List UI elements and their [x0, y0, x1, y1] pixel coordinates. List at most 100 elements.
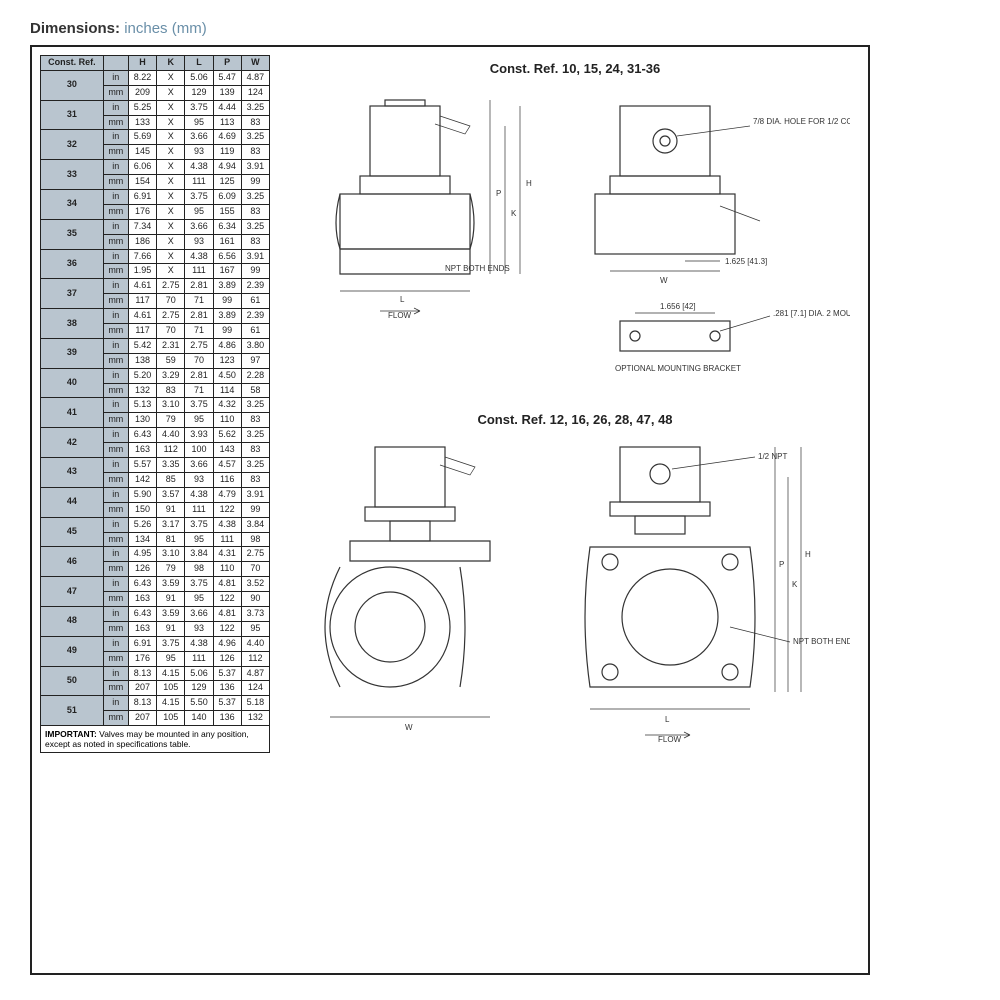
diagram-group-1: Const. Ref. 10, 15, 24, 31-36	[290, 61, 860, 406]
cell: 4.38	[185, 636, 213, 651]
table-ref: 41	[41, 398, 104, 428]
unit-in: in	[103, 338, 128, 353]
table-ref: 34	[41, 190, 104, 220]
cell: 5.25	[128, 100, 156, 115]
th-h: H	[128, 56, 156, 71]
unit-mm: mm	[103, 562, 128, 577]
unit-in: in	[103, 636, 128, 651]
cell: 3.75	[185, 577, 213, 592]
cell: 126	[128, 562, 156, 577]
unit-in: in	[103, 696, 128, 711]
cell: 4.40	[241, 636, 269, 651]
title-light: inches (mm)	[124, 20, 207, 37]
cell: 4.94	[213, 160, 241, 175]
cell: 83	[241, 115, 269, 130]
th-w: W	[241, 56, 269, 71]
cell: 130	[128, 413, 156, 428]
cell: 122	[213, 592, 241, 607]
cell: 91	[157, 502, 185, 517]
cell: 129	[185, 85, 213, 100]
diagram2-svg: W 1/2 NPT	[290, 437, 850, 797]
svg-text:1.625 [41.3]: 1.625 [41.3]	[725, 257, 767, 266]
cell: 3.66	[185, 219, 213, 234]
cell: 6.34	[213, 219, 241, 234]
cell: 71	[185, 383, 213, 398]
unit-mm: mm	[103, 234, 128, 249]
cell: 3.75	[185, 100, 213, 115]
th-unit	[103, 56, 128, 71]
cell: 5.69	[128, 130, 156, 145]
cell: 95	[185, 115, 213, 130]
cell: 2.81	[185, 279, 213, 294]
cell: 3.75	[157, 636, 185, 651]
cell: 111	[185, 502, 213, 517]
cell: 4.32	[213, 398, 241, 413]
cell: 136	[213, 681, 241, 696]
cell: 138	[128, 353, 156, 368]
cell: 98	[241, 532, 269, 547]
cell: 4.79	[213, 487, 241, 502]
cell: 117	[128, 324, 156, 339]
cell: 2.39	[241, 279, 269, 294]
cell: 143	[213, 443, 241, 458]
cell: 124	[241, 681, 269, 696]
cell: 167	[213, 264, 241, 279]
cell: 58	[241, 383, 269, 398]
cell: 4.15	[157, 696, 185, 711]
cell: 6.43	[128, 577, 156, 592]
unit-mm: mm	[103, 264, 128, 279]
cell: 4.38	[185, 487, 213, 502]
cell: 3.84	[241, 517, 269, 532]
cell: X	[157, 219, 185, 234]
cell: 3.25	[241, 458, 269, 473]
unit-mm: mm	[103, 443, 128, 458]
cell: 70	[241, 562, 269, 577]
unit-mm: mm	[103, 324, 128, 339]
cell: 5.13	[128, 398, 156, 413]
svg-text:W: W	[405, 723, 413, 732]
cell: 3.25	[241, 190, 269, 205]
cell: 3.91	[241, 249, 269, 264]
table-ref: 42	[41, 428, 104, 458]
cell: 4.15	[157, 666, 185, 681]
cell: 113	[213, 115, 241, 130]
cell: 8.13	[128, 696, 156, 711]
cell: 3.59	[157, 577, 185, 592]
cell: 3.10	[157, 398, 185, 413]
cell: 3.57	[157, 487, 185, 502]
table-ref: 38	[41, 309, 104, 339]
cell: 5.06	[185, 70, 213, 85]
unit-in: in	[103, 547, 128, 562]
cell: 6.56	[213, 249, 241, 264]
cell: 4.69	[213, 130, 241, 145]
cell: 4.87	[241, 666, 269, 681]
cell: 83	[241, 145, 269, 160]
cell: 4.61	[128, 279, 156, 294]
cell: 1.95	[128, 264, 156, 279]
cell: 3.89	[213, 309, 241, 324]
cell: 5.37	[213, 666, 241, 681]
table-ref: 32	[41, 130, 104, 160]
svg-text:NPT BOTH ENDS: NPT BOTH ENDS	[445, 264, 510, 273]
table-ref: 35	[41, 219, 104, 249]
cell: 61	[241, 294, 269, 309]
cell: 112	[241, 651, 269, 666]
cell: 3.84	[185, 547, 213, 562]
cell: 5.90	[128, 487, 156, 502]
cell: 4.87	[241, 70, 269, 85]
unit-in: in	[103, 279, 128, 294]
table-ref: 51	[41, 696, 104, 726]
cell: 71	[185, 294, 213, 309]
svg-text:H: H	[526, 179, 532, 188]
unit-in: in	[103, 190, 128, 205]
unit-in: in	[103, 70, 128, 85]
cell: 2.81	[185, 309, 213, 324]
cell: 207	[128, 711, 156, 726]
cell: 6.91	[128, 636, 156, 651]
cell: 95	[185, 204, 213, 219]
diagram2-title: Const. Ref. 12, 16, 26, 28, 47, 48	[290, 412, 860, 427]
cell: 132	[241, 711, 269, 726]
cell: 5.06	[185, 666, 213, 681]
important-label: IMPORTANT:	[45, 729, 97, 739]
svg-text:FLOW: FLOW	[388, 311, 412, 320]
